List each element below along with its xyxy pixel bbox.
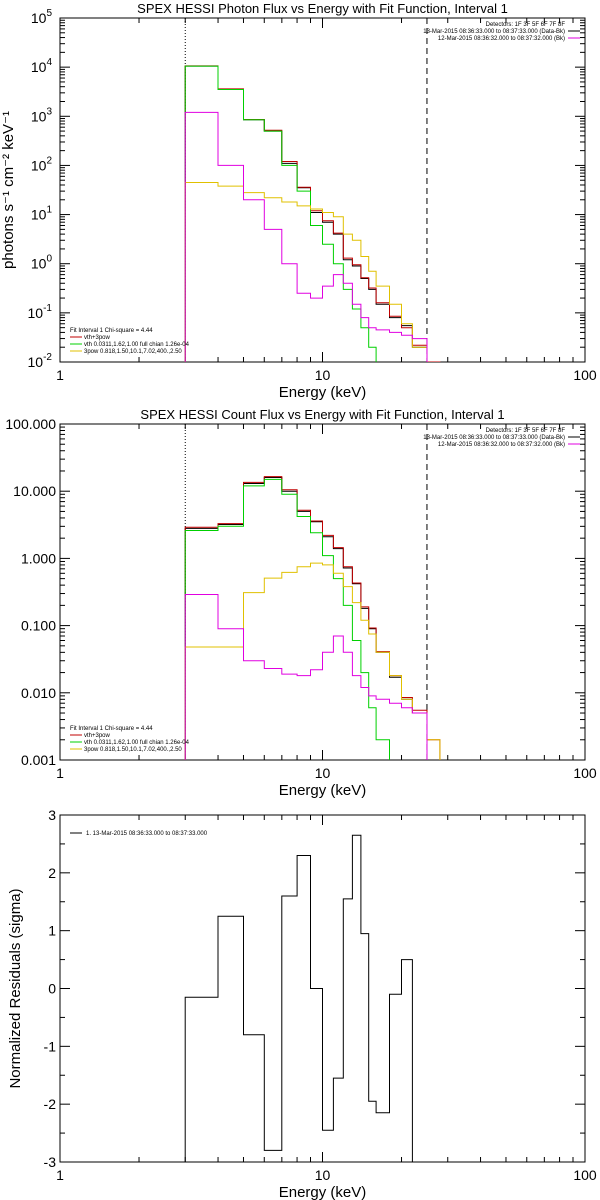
- x-axis-label: Energy (keV): [279, 782, 367, 799]
- legend-entry: Detectors: 1F 3F 5F 6F 7F 8F: [486, 22, 566, 28]
- residuals-panel: 1 10 100 Energy (keV) -3 -2 -1 0 1 2 3 Normalized R…: [7, 807, 597, 1200]
- x-tick-label: 100: [573, 765, 597, 781]
- y-tick-label: 10-1: [28, 303, 53, 321]
- y-tick-label: 100.000: [5, 416, 56, 432]
- x-axis-label: Energy (keV): [279, 384, 367, 401]
- data-minus-bk-series: [184, 477, 428, 760]
- y-tick-label: 1: [48, 923, 56, 939]
- background-series: [184, 594, 428, 760]
- x-tick-label: 100: [573, 367, 597, 383]
- y-tick-label: 105: [31, 8, 53, 26]
- x-tick-label: 10: [315, 1167, 331, 1183]
- background-series: [184, 111, 428, 362]
- legend-entry: 12-Mar-2015 08:36:32.000 to 08:37:32.000…: [438, 442, 565, 448]
- legend-entry: vth+3pow: [84, 733, 111, 739]
- legend-entry: 13-Mar-2015 08:36:33.000 to 08:37:33.000…: [423, 435, 565, 441]
- chart-title: SPEX HESSI Count Flux vs Energy with Fit…: [140, 407, 504, 422]
- y-tick-label: 0: [48, 981, 56, 997]
- legend-entry: 13-Mar-2015 08:36:33.000 to 08:37:33.000…: [423, 29, 565, 35]
- x-tick-label: 1: [56, 765, 64, 781]
- y-axis-label: photons s⁻¹ cm⁻² keV⁻¹: [0, 111, 17, 269]
- y-tick-label: 104: [31, 57, 53, 75]
- legend-entry: Fit Interval 1 Chi-square = 4.44: [70, 328, 153, 334]
- legend-entry: Fit Interval 1 Chi-square = 4.44: [70, 726, 153, 732]
- 3pow-component-series: [184, 562, 441, 760]
- y-tick-label: -1: [44, 1038, 57, 1054]
- vth-3pow-fit-series: [184, 476, 441, 760]
- data-minus-bk-series: [184, 834, 413, 1162]
- y-tick-label: 0.100: [21, 618, 56, 634]
- x-axis-label: Energy (keV): [279, 1184, 367, 1200]
- legend-entry: vth+3pow: [84, 335, 111, 341]
- x-tick-label: 100: [573, 1167, 597, 1183]
- legend-entry: 3pow 0.818,1.50,10.1,7.02,400.,2.50: [84, 747, 182, 753]
- y-tick-label: 10.000: [13, 483, 56, 499]
- x-tick-label: 1: [56, 1167, 64, 1183]
- legend-entry: 12-Mar-2015 08:36:32.000 to 08:37:32.000…: [438, 36, 565, 42]
- vth-component-series: [184, 478, 390, 760]
- y-tick-label: 1.000: [21, 550, 56, 566]
- legend-entry: Detectors: 1F 3F 5F 6F 7F 8F: [486, 428, 566, 434]
- y-tick-label: 101: [31, 205, 53, 223]
- 3pow-component-series: [184, 182, 428, 362]
- legend-entry: vth 0.0311,1.62,1.00 full chian 1.26e-04: [84, 740, 190, 746]
- chart-title: SPEX HESSI Photon Flux vs Energy with Fi…: [137, 1, 508, 16]
- legend-entry: 3pow 0.818,1.50,10.1,7.02,400.,2.50: [84, 349, 182, 355]
- y-tick-label: 100: [31, 254, 53, 272]
- legend-entry: 1. 13-Mar-2015 08:36:33.000 to 08:37:33.…: [86, 831, 208, 837]
- y-tick-label: 2: [48, 865, 56, 881]
- y-tick-label: 0.001: [21, 752, 56, 768]
- data-minus-bk-series: [184, 65, 428, 362]
- x-tick-label: 10: [315, 367, 331, 383]
- legend-entry: vth 0.0311,1.62,1.00 full chian 1.26e-04: [84, 342, 190, 348]
- y-tick-label: -3: [44, 1154, 57, 1170]
- x-tick-label: 10: [315, 765, 331, 781]
- vth-component-series: [184, 65, 377, 362]
- y-tick-label: 3: [48, 807, 56, 823]
- photon-flux-panel: SPEX HESSI Photon Flux vs Energy with Fi…: [0, 1, 597, 401]
- y-tick-label: 0.010: [21, 685, 56, 701]
- x-tick-label: 1: [56, 367, 64, 383]
- plot-frame: [59, 17, 586, 363]
- y-tick-label: 102: [31, 155, 53, 173]
- y-axis-label: Normalized Residuals (sigma): [7, 888, 24, 1088]
- y-tick-label: 10-2: [28, 352, 53, 370]
- y-tick-label: 103: [31, 106, 53, 124]
- y-tick-label: -2: [44, 1096, 57, 1112]
- count-flux-panel: SPEX HESSI Count Flux vs Energy with Fit…: [5, 407, 597, 799]
- plot-frame: [59, 423, 586, 761]
